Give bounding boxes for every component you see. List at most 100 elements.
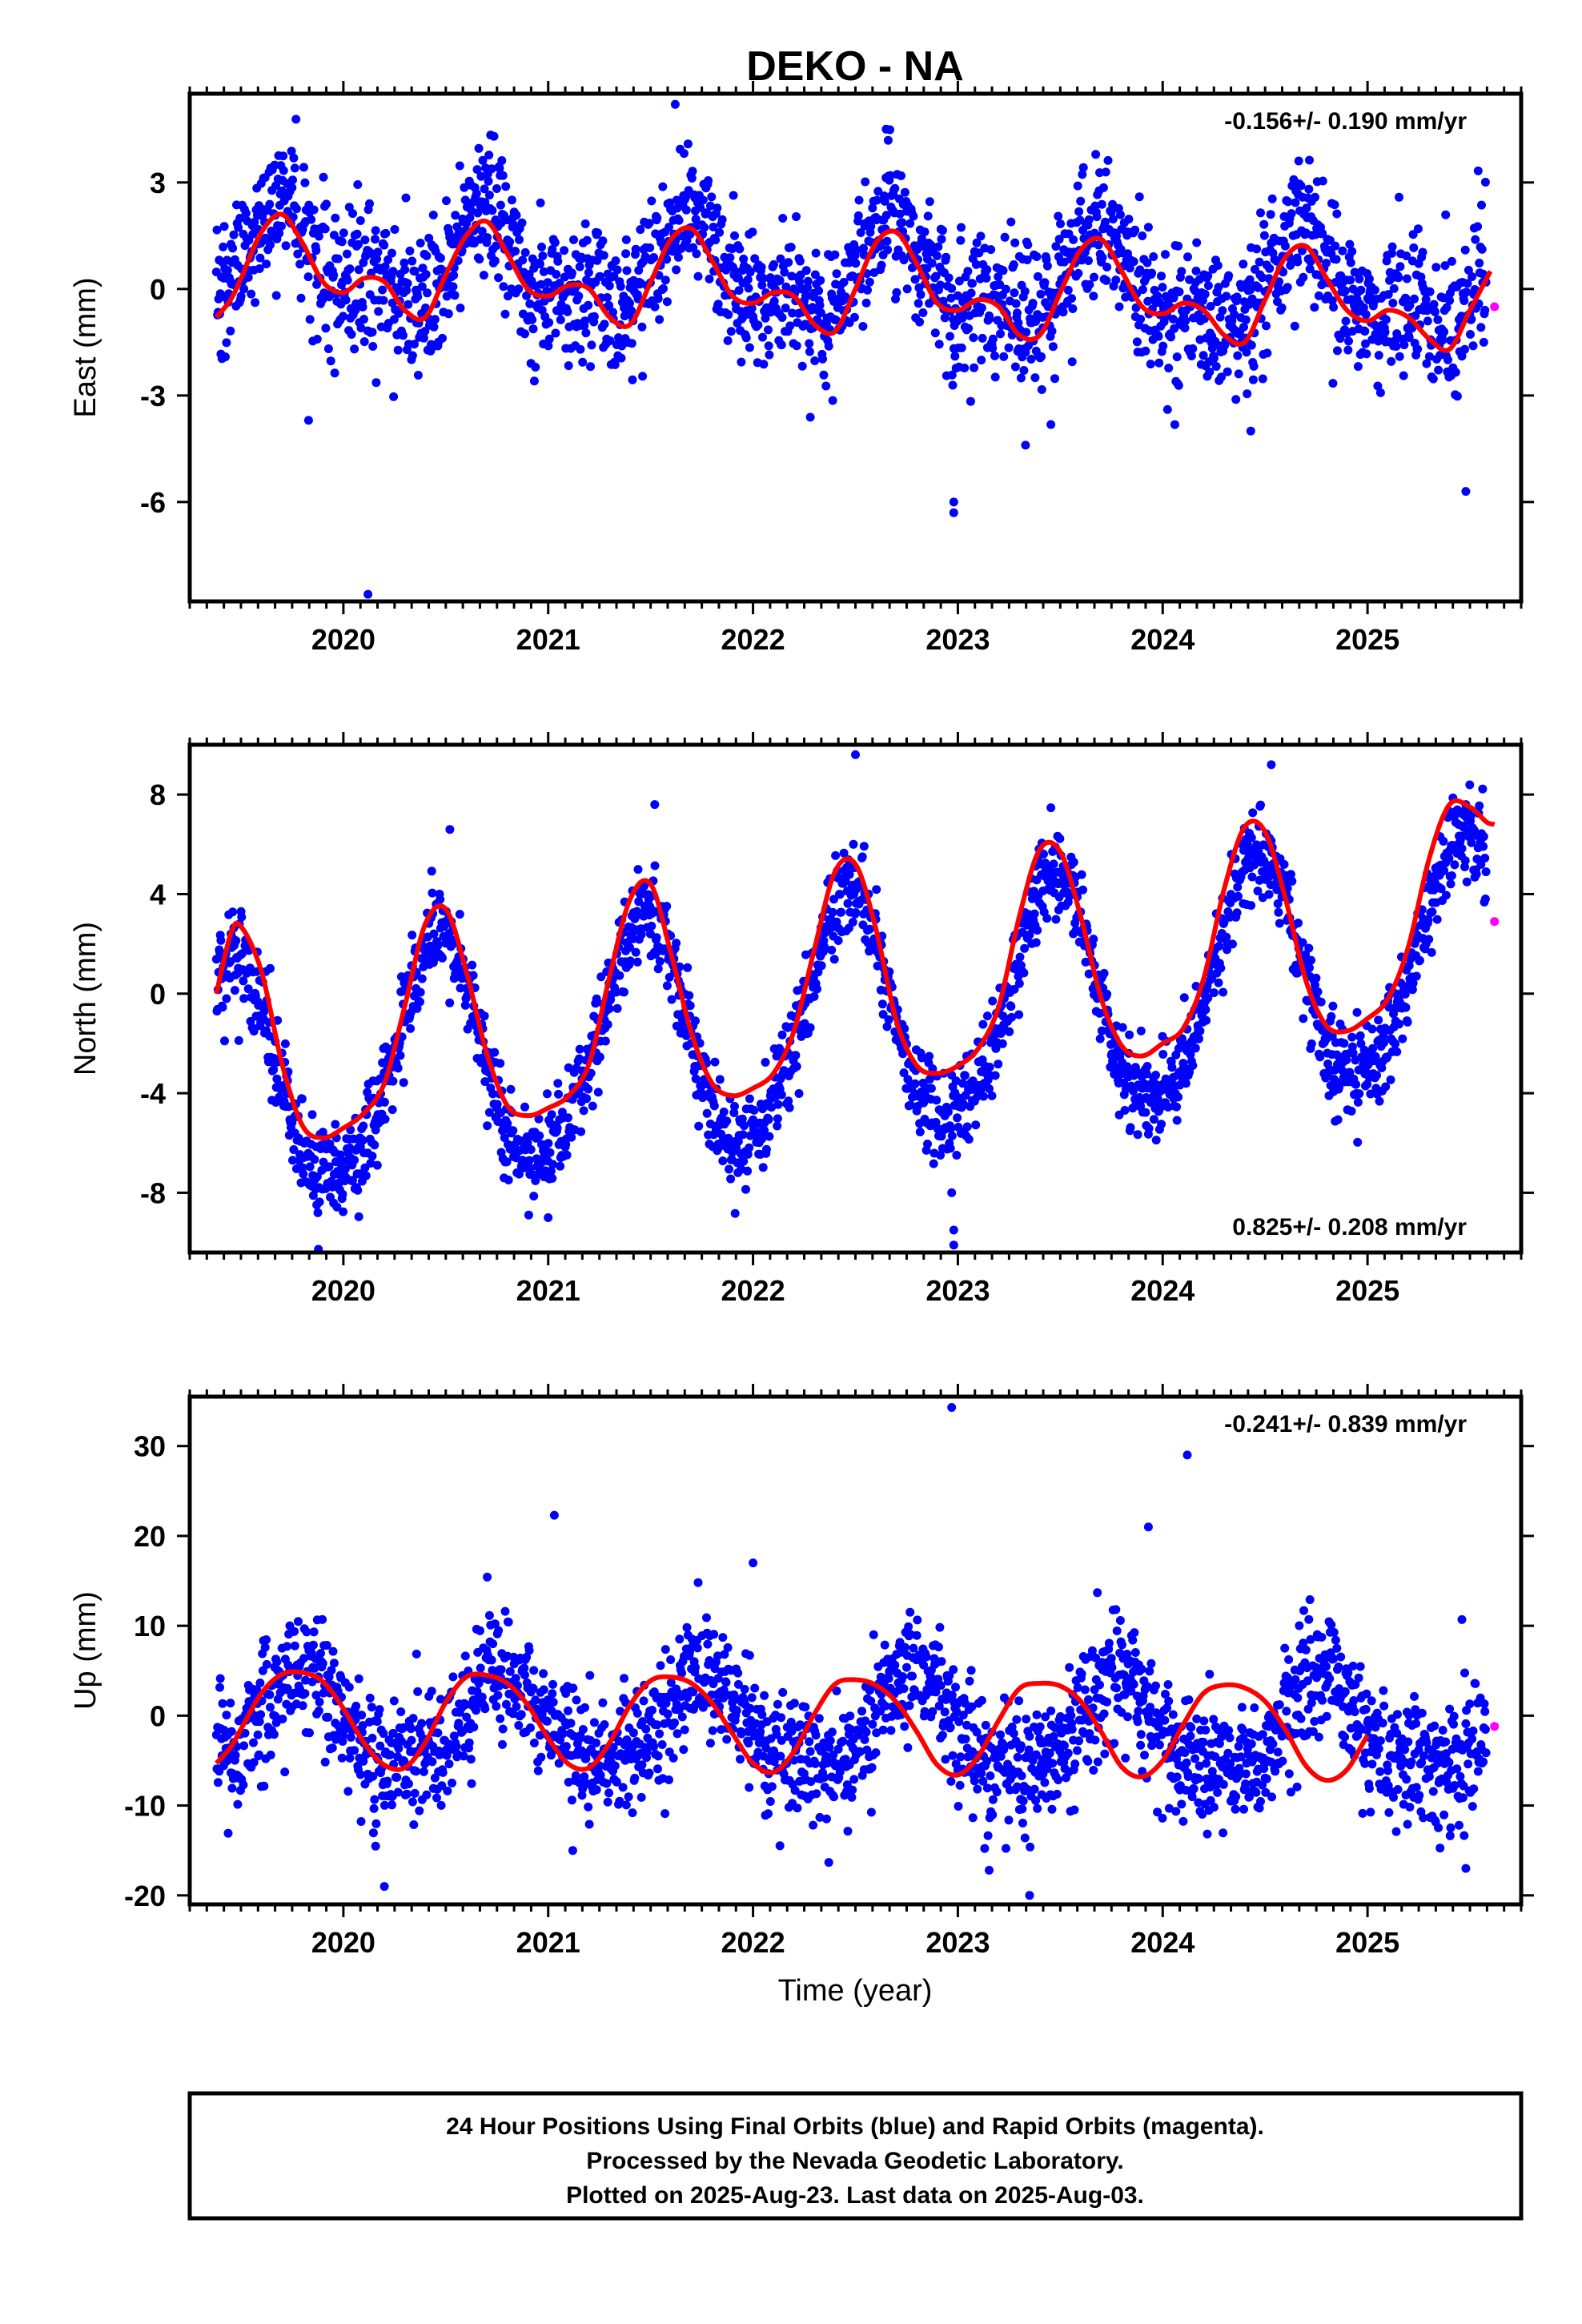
north-final-point bbox=[743, 1166, 753, 1176]
east-final-point bbox=[861, 298, 871, 308]
north-final-point bbox=[1077, 870, 1086, 879]
east-final-point bbox=[442, 196, 451, 206]
east-final-point bbox=[473, 208, 483, 218]
east-final-point bbox=[564, 361, 573, 371]
north-final-point bbox=[417, 974, 427, 983]
east-final-point bbox=[970, 363, 979, 372]
north-final-point bbox=[529, 1192, 539, 1201]
east-final-point bbox=[1154, 358, 1164, 368]
east-final-point bbox=[1243, 389, 1252, 399]
north-final-point bbox=[1133, 1130, 1142, 1140]
east-final-point bbox=[219, 242, 228, 251]
east-final-point bbox=[765, 350, 774, 360]
north-final-point bbox=[817, 961, 826, 971]
east-final-point bbox=[1149, 252, 1158, 261]
east-final-point bbox=[312, 279, 322, 289]
up-final-point bbox=[259, 1781, 269, 1791]
north-final-point bbox=[964, 1135, 974, 1144]
east-final-point bbox=[1370, 285, 1379, 295]
north-final-point bbox=[857, 852, 867, 862]
north-final-point bbox=[1142, 1062, 1152, 1071]
north-final-point bbox=[1427, 947, 1436, 957]
east-final-point bbox=[321, 324, 331, 333]
north-final-point bbox=[396, 1051, 405, 1060]
east-final-point bbox=[1146, 360, 1155, 369]
east-final-point bbox=[977, 356, 986, 365]
north-final-point bbox=[1371, 1051, 1380, 1061]
up-final-point bbox=[371, 1841, 380, 1851]
north-final-point bbox=[943, 1107, 953, 1116]
east-final-point bbox=[1263, 348, 1272, 358]
east-final-point bbox=[932, 251, 942, 260]
east-final-point bbox=[1447, 256, 1456, 266]
up-final-point bbox=[226, 1699, 235, 1708]
up-final-point bbox=[253, 1730, 263, 1739]
north-final-point bbox=[1264, 890, 1274, 899]
east-final-point bbox=[563, 307, 572, 316]
north-final-point bbox=[1142, 1121, 1151, 1130]
east-final-point bbox=[982, 273, 991, 283]
east-final-point bbox=[582, 235, 592, 245]
east-final-point bbox=[1476, 323, 1486, 332]
east-final-point bbox=[1040, 278, 1050, 287]
east-final-point bbox=[279, 151, 288, 161]
east-final-point bbox=[705, 201, 715, 211]
east-final-point bbox=[841, 292, 850, 302]
east-final-point bbox=[1466, 330, 1475, 339]
north-final-point bbox=[1480, 854, 1490, 862]
east-final-point bbox=[1388, 299, 1398, 308]
east-final-point bbox=[775, 275, 785, 285]
up-final-point bbox=[280, 1767, 290, 1777]
north-final-point bbox=[849, 839, 858, 849]
east-final-point bbox=[1360, 327, 1370, 336]
north-final-point bbox=[1125, 1030, 1134, 1039]
east-final-point bbox=[1006, 217, 1016, 227]
east-final-point bbox=[988, 334, 998, 344]
east-final-point bbox=[988, 344, 998, 353]
east-final-point bbox=[990, 372, 1000, 382]
east-final-point bbox=[448, 282, 458, 292]
east-final-point bbox=[350, 344, 359, 354]
east-final-point bbox=[221, 352, 230, 362]
north-final-point bbox=[730, 1102, 739, 1111]
east-final-point bbox=[854, 195, 864, 205]
east-final-point bbox=[758, 273, 768, 283]
north-final-point bbox=[313, 1208, 323, 1217]
up-final-point bbox=[223, 1828, 233, 1838]
east-final-point bbox=[479, 271, 488, 280]
north-final-point bbox=[694, 1121, 704, 1131]
north-fit-line bbox=[214, 798, 1496, 1140]
north-y-tick-label: 4 bbox=[150, 878, 166, 911]
north-final-point bbox=[1256, 800, 1265, 810]
north-final-point bbox=[925, 1051, 934, 1061]
north-final-point bbox=[1339, 1039, 1349, 1048]
east-final-point bbox=[1164, 364, 1174, 373]
east-final-point bbox=[291, 204, 301, 214]
east-final-point bbox=[900, 187, 909, 197]
up-final-point bbox=[323, 1712, 333, 1722]
north-final-point bbox=[506, 1084, 516, 1094]
east-final-point bbox=[496, 200, 505, 210]
north-final-point bbox=[1403, 1017, 1412, 1027]
east-final-point bbox=[1101, 217, 1110, 227]
east-final-point bbox=[223, 266, 232, 275]
east-final-point bbox=[627, 339, 636, 348]
north-final-point bbox=[926, 1084, 936, 1093]
east-final-point bbox=[354, 239, 363, 249]
north-final-point bbox=[652, 933, 661, 943]
east-final-point bbox=[326, 356, 335, 366]
north-final-point bbox=[280, 1039, 290, 1048]
north-final-point bbox=[741, 1184, 750, 1194]
east-final-point bbox=[484, 176, 493, 186]
east-y-tick-label: 3 bbox=[150, 167, 166, 199]
east-final-point bbox=[303, 416, 313, 425]
up-final-point bbox=[343, 1787, 353, 1796]
north-final-point bbox=[650, 800, 660, 810]
north-x-tick-label: 2021 bbox=[516, 1274, 580, 1307]
east-final-point bbox=[1333, 346, 1342, 356]
east-x-tick-label: 2021 bbox=[516, 623, 580, 656]
north-final-point bbox=[1316, 997, 1326, 1007]
north-final-point bbox=[828, 907, 837, 917]
east-final-point bbox=[501, 182, 511, 191]
east-final-point bbox=[1387, 242, 1397, 251]
